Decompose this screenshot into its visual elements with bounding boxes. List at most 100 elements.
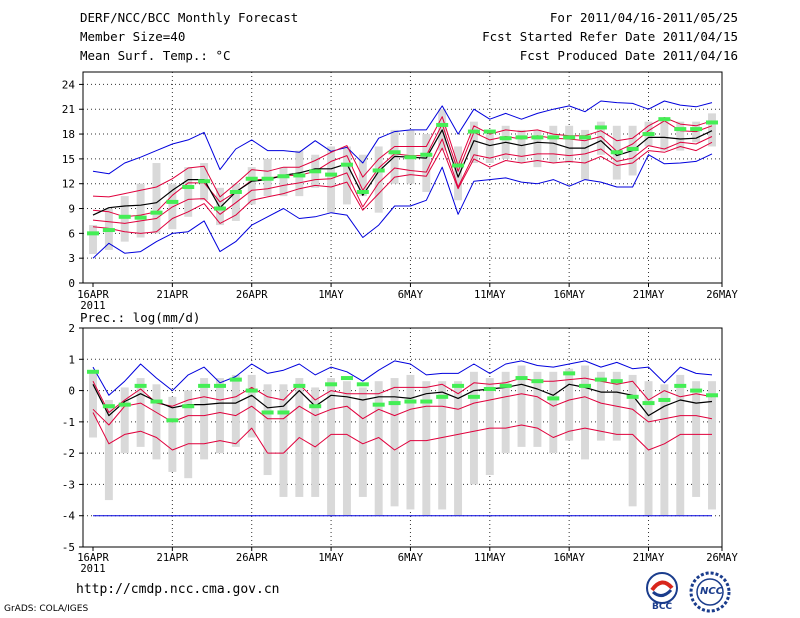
y-tick-label: -1 — [62, 416, 75, 429]
observed-mark — [102, 228, 115, 233]
spread-bar — [692, 381, 701, 497]
observed-mark — [563, 371, 576, 376]
observed-mark — [261, 176, 274, 181]
x-tick-label: 21APR — [157, 289, 189, 301]
spread-bar — [104, 399, 113, 501]
observed-mark — [245, 176, 258, 181]
bcc-logo-text: BCC — [652, 602, 673, 612]
observed-mark — [182, 404, 195, 409]
observed-mark — [436, 122, 449, 127]
y-tick-label: -5 — [62, 541, 75, 554]
observed-mark — [277, 410, 290, 415]
x-tick-label: 11MAY — [474, 552, 506, 564]
spread-bar — [342, 381, 351, 516]
x-tick-label: 16APR — [77, 289, 109, 301]
observed-mark — [483, 129, 496, 134]
observed-mark — [420, 152, 433, 157]
spread-bar — [438, 381, 447, 510]
spread-bar — [374, 381, 383, 516]
spread-bar — [660, 384, 669, 516]
spread-bar — [342, 146, 351, 205]
spread-bar — [311, 387, 320, 497]
observed-mark — [118, 402, 131, 407]
x-tick-label: 11MAY — [474, 289, 506, 301]
series-p10-line — [92, 412, 712, 454]
forecast-period: For 2011/04/16-2011/05/25 — [549, 10, 738, 25]
x-tick-label: 16MAY — [553, 289, 585, 301]
spread-bar — [422, 134, 431, 192]
observed-mark — [452, 163, 465, 168]
source-url[interactable]: http://cmdp.ncc.cma.gov.cn — [76, 582, 280, 597]
observed-mark — [340, 162, 353, 167]
observed-mark — [594, 377, 607, 382]
spread-bar — [549, 371, 558, 454]
spread-bar — [676, 121, 685, 151]
observed-mark — [134, 215, 147, 220]
observed-mark — [436, 394, 449, 399]
spread-bar — [136, 183, 145, 238]
observed-mark — [579, 383, 592, 388]
observed-mark — [356, 382, 369, 387]
series-min-line — [92, 153, 713, 259]
observed-mark — [309, 404, 322, 409]
spread-bar — [628, 374, 637, 507]
observed-mark — [309, 169, 322, 174]
spread-bar — [327, 378, 336, 516]
spread-bar — [517, 365, 526, 447]
y-tick-label: 15 — [62, 153, 75, 166]
observed-mark — [626, 146, 639, 151]
y-tick-label: 0 — [68, 277, 75, 290]
y-tick-label: -4 — [62, 510, 76, 523]
spread-bar — [644, 381, 653, 516]
observed-mark — [245, 388, 258, 393]
observed-mark — [118, 214, 131, 219]
observed-mark — [198, 179, 211, 184]
series-p25-line — [92, 393, 713, 426]
series-p25-line — [92, 136, 713, 224]
observed-mark — [610, 379, 623, 384]
observed-mark — [690, 127, 703, 132]
observed-mark — [102, 404, 115, 409]
spread-bar — [708, 113, 716, 147]
y-tick-label: 0 — [68, 385, 75, 398]
observed-mark — [87, 369, 99, 374]
observed-mark — [293, 383, 306, 388]
x-tick-label: 1MAY — [318, 289, 344, 301]
y-tick-label: -2 — [62, 447, 75, 460]
spread-bar — [200, 378, 209, 460]
spread-bar — [374, 146, 383, 213]
observed-mark — [372, 402, 385, 407]
x-tick-label: 26APR — [236, 289, 268, 301]
observed-mark — [594, 125, 607, 130]
y-tick-label: 18 — [62, 128, 75, 141]
spread-bar — [581, 365, 589, 460]
spread-bar — [231, 374, 240, 447]
spread-bar — [247, 167, 256, 205]
observed-mark — [515, 135, 528, 140]
observed-mark — [166, 199, 179, 204]
observed-mark — [277, 174, 290, 179]
observed-mark — [467, 394, 480, 399]
observed-mark — [134, 383, 147, 388]
bcc-logo: BCC — [640, 570, 684, 614]
spread-bar — [676, 374, 685, 516]
series-p90-line — [92, 116, 713, 198]
y-tick-label: 2 — [68, 322, 75, 335]
observed-mark — [467, 129, 480, 134]
spread-bar — [660, 117, 669, 151]
spread-bar — [136, 378, 145, 447]
observed-mark — [547, 135, 560, 140]
spread-bar — [89, 225, 97, 255]
spread-bar — [485, 378, 494, 476]
spread-bar — [454, 381, 463, 516]
spread-bar — [358, 387, 367, 497]
observed-mark — [325, 172, 338, 177]
grads-credit: GrADS: COLA/IGES — [4, 604, 89, 614]
y-tick-label: 24 — [62, 78, 76, 91]
forecast-start-date: Fcst Started Refer Date 2011/04/15 — [482, 29, 738, 44]
observed-mark — [579, 135, 592, 140]
observed-mark — [674, 383, 687, 388]
variable-label: Mean Surf. Temp.: °C — [80, 48, 231, 63]
